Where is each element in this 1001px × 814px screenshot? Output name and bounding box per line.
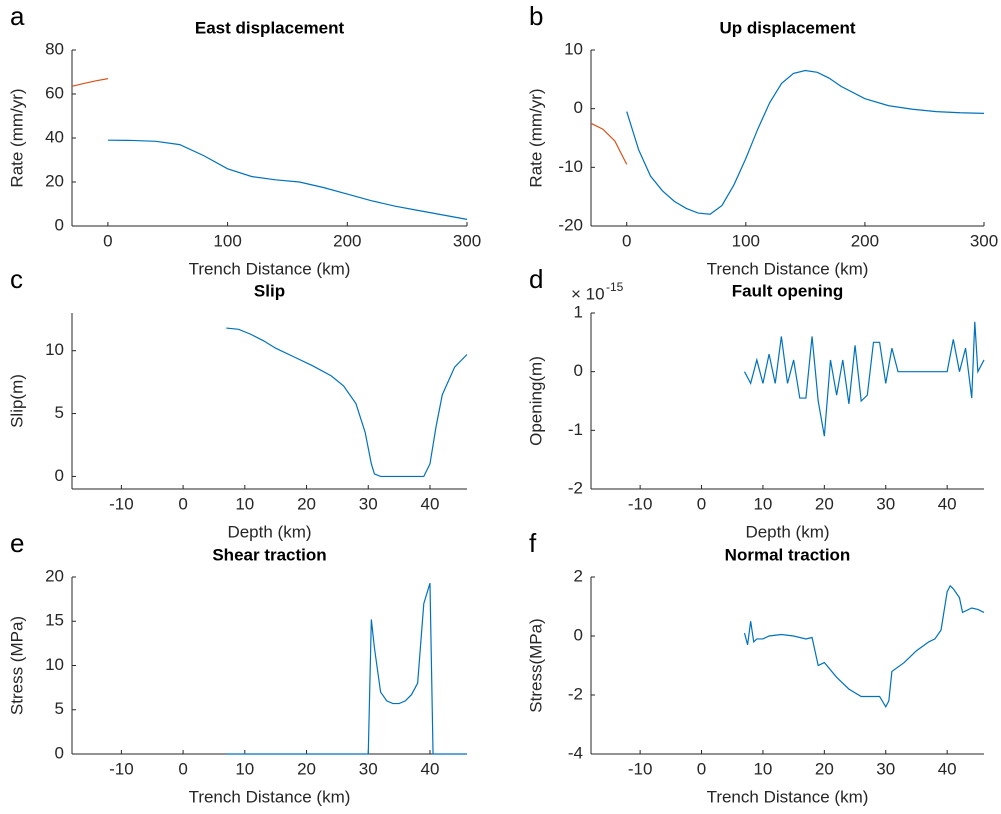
y-tick-label: 80 (45, 39, 64, 58)
y-tick-label: 0 (574, 625, 583, 644)
x-tick-label: -10 (628, 494, 653, 513)
x-tick-label: 40 (421, 759, 440, 778)
x-tick-label: 30 (876, 494, 895, 513)
data-line (226, 327, 468, 478)
y-axis-label: Slip(m) (7, 374, 26, 428)
x-tick-label: 10 (235, 759, 254, 778)
y-tick-label: -4 (568, 743, 583, 762)
x-tick-label: 20 (297, 759, 316, 778)
panel-letter: f (529, 528, 537, 558)
y-tick-label: 1 (574, 302, 583, 321)
y-tick-label: -10 (558, 157, 583, 176)
x-tick-label: 30 (359, 494, 378, 513)
y-multiplier-exponent: -15 (606, 280, 624, 294)
x-tick-label: 10 (753, 759, 772, 778)
y-tick-label: 20 (45, 171, 64, 190)
chart-title: Slip (254, 281, 285, 300)
x-tick-label: 300 (453, 231, 481, 250)
panel-letter: e (10, 528, 24, 558)
x-tick-label: 0 (103, 231, 112, 250)
y-tick-label: 0 (55, 743, 64, 762)
x-tick-label: 40 (938, 494, 957, 513)
y-axis-label: Stress(MPa) (526, 618, 545, 712)
y-tick-label: 60 (45, 83, 64, 102)
y-tick-label: 0 (55, 215, 64, 234)
y-tick-label: 0 (574, 361, 583, 380)
y-tick-label: -2 (568, 684, 583, 703)
x-tick-label: 100 (213, 231, 241, 250)
y-axis-label: Rate (mm/yr) (7, 88, 26, 187)
x-tick-label: 10 (235, 494, 254, 513)
x-axis-label: Trench Distance (km) (707, 259, 869, 278)
chart-title: Up displacement (719, 18, 855, 37)
data-line (743, 321, 985, 437)
y-multiplier: × 10 (571, 284, 605, 303)
x-tick-label: 30 (876, 759, 895, 778)
x-tick-label: 30 (359, 759, 378, 778)
y-tick-label: -1 (568, 420, 583, 439)
x-tick-label: -10 (109, 494, 134, 513)
chart-title: Shear traction (212, 545, 326, 564)
x-axis-label: Depth (km) (227, 522, 311, 541)
x-tick-label: 20 (815, 494, 834, 513)
panel-letter: d (529, 264, 543, 294)
data-line (743, 584, 985, 709)
x-tick-label: 0 (697, 759, 706, 778)
x-tick-label: 0 (622, 231, 631, 250)
x-axis-label: Trench Distance (km) (189, 787, 351, 806)
y-axis-label: Stress (MPa) (7, 616, 26, 715)
x-tick-label: 40 (421, 494, 440, 513)
y-axis-label: Opening(m) (526, 356, 545, 446)
panel-letter: a (10, 1, 25, 31)
x-tick-label: 0 (178, 494, 187, 513)
y-axis-label: Rate (mm/yr) (526, 88, 545, 187)
y-tick-label: 0 (55, 466, 64, 485)
x-axis-label: Trench Distance (km) (189, 259, 351, 278)
y-tick-label: 10 (45, 655, 64, 674)
x-tick-label: 40 (938, 759, 957, 778)
chart-title: Normal traction (725, 545, 851, 564)
data-line (590, 122, 628, 165)
y-tick-label: 20 (45, 566, 64, 585)
panel-letter: b (529, 1, 543, 31)
x-tick-label: -10 (109, 759, 134, 778)
x-tick-label: 0 (178, 759, 187, 778)
data-line (626, 69, 985, 215)
y-tick-label: 10 (564, 39, 583, 58)
y-tick-label: 40 (45, 127, 64, 146)
chart-title: Fault opening (732, 281, 843, 300)
x-tick-label: 200 (333, 231, 361, 250)
data-line (226, 583, 467, 755)
chart-title: East displacement (195, 18, 345, 37)
y-tick-label: -20 (558, 215, 583, 234)
y-tick-label: 15 (45, 611, 64, 630)
x-tick-label: 300 (970, 231, 998, 250)
x-tick-label: 200 (851, 231, 879, 250)
x-axis-label: Depth (km) (745, 522, 829, 541)
x-tick-label: 20 (815, 759, 834, 778)
y-tick-label: -2 (568, 478, 583, 497)
x-tick-label: 0 (697, 494, 706, 513)
y-tick-label: 2 (574, 566, 583, 585)
x-tick-label: 10 (753, 494, 772, 513)
data-line (71, 78, 109, 87)
y-tick-label: 0 (574, 98, 583, 117)
x-tick-label: 100 (732, 231, 760, 250)
x-tick-label: 20 (297, 494, 316, 513)
x-axis-label: Trench Distance (km) (707, 787, 869, 806)
y-tick-label: 10 (45, 340, 64, 359)
y-tick-label: 5 (55, 403, 64, 422)
data-line (107, 139, 468, 220)
x-tick-label: -10 (628, 759, 653, 778)
panel-letter: c (10, 264, 23, 294)
y-tick-label: 5 (55, 699, 64, 718)
